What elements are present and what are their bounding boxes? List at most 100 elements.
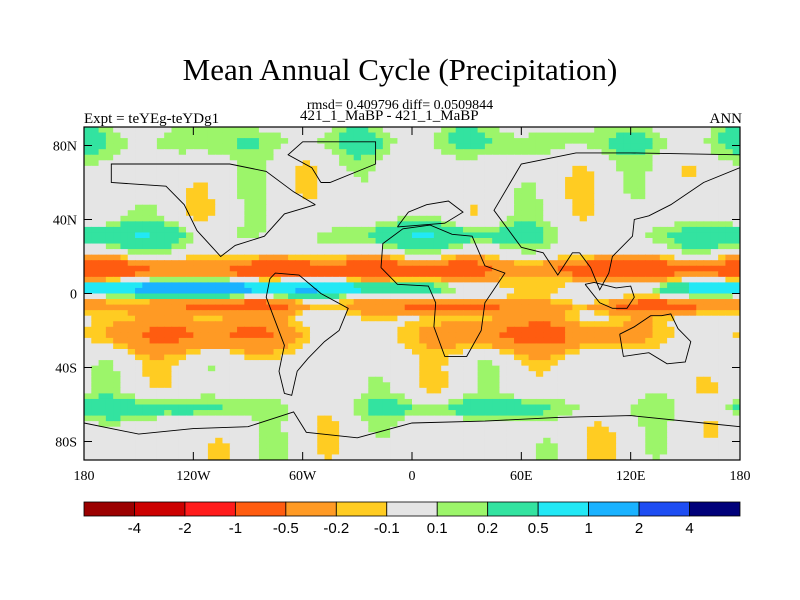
field-cell: [535, 410, 544, 417]
field-cell: [229, 138, 238, 145]
field-cell: [484, 154, 493, 161]
field-cell: [229, 349, 238, 356]
field-cell: [346, 376, 355, 383]
field-cell: [572, 299, 581, 306]
field-cell: [608, 382, 617, 389]
field-cell: [295, 132, 304, 139]
field-cell: [280, 315, 289, 322]
field-cell: [324, 326, 333, 333]
field-cell: [528, 188, 537, 195]
field-cell: [375, 398, 384, 406]
field-cell: [659, 160, 668, 167]
field-cell: [667, 387, 675, 394]
field-cell: [637, 410, 646, 417]
field-cell: [404, 365, 413, 372]
field-cell: [105, 354, 114, 361]
field-cell: [645, 371, 654, 378]
field-cell: [98, 343, 107, 350]
field-cell: [637, 398, 646, 406]
field-cell: [623, 421, 632, 428]
field-cell: [91, 199, 100, 206]
field-cell: [288, 149, 296, 156]
field-cell: [397, 260, 406, 267]
field-cell: [528, 154, 537, 161]
field-cell: [652, 321, 661, 328]
field-cell: [535, 404, 544, 411]
field-cell: [565, 232, 573, 239]
field-cell: [681, 382, 690, 389]
field-cell: [135, 304, 143, 311]
field-cell: [258, 138, 267, 145]
field-cell: [288, 365, 296, 372]
field-cell: [251, 260, 260, 267]
field-cell: [441, 332, 450, 339]
field-cell: [616, 176, 624, 184]
field-cell: [433, 332, 442, 339]
field-cell: [244, 165, 253, 172]
field-cell: [696, 199, 705, 206]
field-cell: [244, 404, 253, 411]
field-cell: [608, 221, 617, 228]
field-cell: [455, 165, 464, 172]
field-cell: [688, 254, 697, 261]
field-cell: [703, 215, 712, 222]
field-cell: [616, 199, 624, 206]
field-cell: [579, 271, 588, 278]
field-cell: [608, 360, 617, 367]
field-cell: [237, 249, 245, 256]
field-cell: [550, 221, 559, 228]
field-cell: [419, 315, 428, 322]
field-cell: [477, 410, 486, 417]
field-cell: [492, 138, 501, 145]
field-cell: [309, 127, 318, 134]
field-cell: [353, 287, 362, 295]
field-cell: [324, 243, 333, 250]
field-cell: [120, 154, 129, 161]
field-cell: [244, 160, 253, 167]
field-cell: [105, 249, 114, 256]
field-cell: [324, 287, 333, 295]
field-cell: [404, 171, 413, 178]
field-cell: [557, 127, 566, 134]
field-cell: [84, 398, 92, 406]
field-cell: [353, 376, 362, 383]
field-cell: [288, 349, 296, 356]
field-cell: [565, 249, 573, 256]
field-cell: [120, 215, 129, 222]
field-cell: [586, 271, 595, 278]
field-cell: [601, 349, 610, 356]
field-cell: [390, 249, 399, 256]
field-cell: [550, 315, 559, 322]
field-cell: [623, 410, 632, 417]
field-cell: [360, 232, 369, 239]
field-cell: [98, 310, 107, 317]
field-cell: [244, 254, 253, 261]
field-cell: [149, 398, 158, 406]
field-cell: [229, 249, 238, 256]
field-cell: [674, 215, 683, 222]
field-cell: [390, 265, 399, 272]
field-cell: [703, 287, 712, 295]
field-cell: [331, 310, 340, 317]
field-cell: [441, 304, 450, 311]
field-cell: [623, 287, 632, 295]
field-cell: [535, 376, 544, 383]
field-cell: [164, 304, 173, 311]
field-cell: [404, 354, 413, 361]
field-cell: [375, 276, 384, 283]
field-cell: [419, 204, 428, 211]
field-cell: [572, 243, 581, 250]
field-cell: [412, 154, 420, 161]
field-cell: [186, 371, 194, 378]
field-cell: [193, 398, 202, 406]
field-cell: [572, 204, 581, 211]
field-cell: [258, 404, 267, 411]
field-cell: [645, 143, 654, 150]
field-cell: [120, 387, 129, 394]
field-cell: [667, 232, 675, 239]
field-cell: [499, 410, 508, 417]
field-cell: [579, 426, 588, 433]
field-cell: [492, 221, 501, 228]
field-cell: [623, 215, 632, 222]
field-cell: [207, 176, 216, 184]
